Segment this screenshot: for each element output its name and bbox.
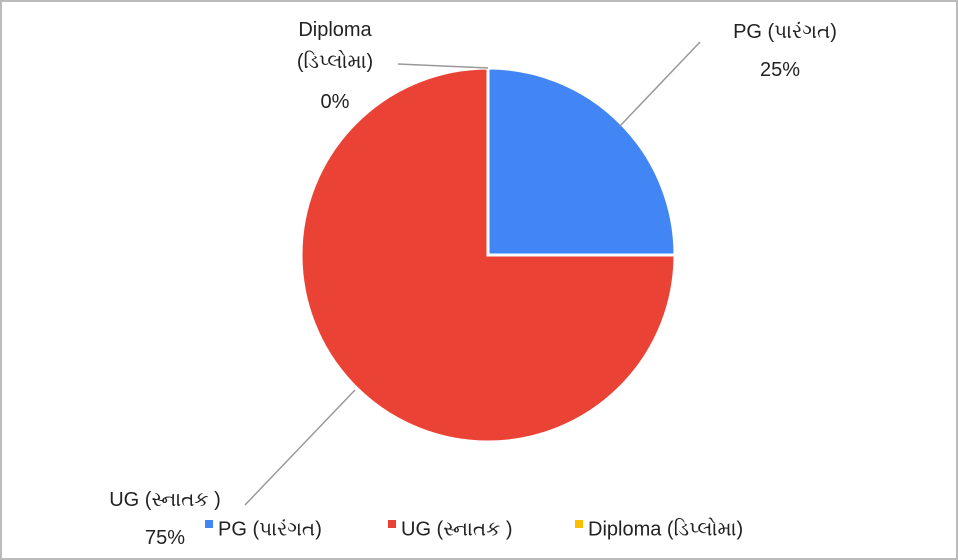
legend-swatch (205, 520, 213, 528)
slice-value-label: 0% (320, 91, 350, 113)
pie-slice (486, 66, 677, 257)
slice-value-label: 75% (144, 527, 186, 549)
legend-swatch (388, 520, 396, 528)
leader-line (619, 41, 701, 127)
legend-label: PG (પારંગત) (218, 518, 322, 540)
legend-label: UG (સ્નાતક ) (401, 518, 513, 540)
legend-swatch (575, 520, 583, 528)
leader-line (397, 63, 489, 69)
slice-value-label: 25% (759, 59, 801, 81)
legend-label: Diploma (ડિપ્લોમા) (588, 517, 743, 540)
slice-label: Diploma (ડિપ્લોમા) (296, 19, 374, 73)
slice-label: PG (પારંગત) (733, 21, 837, 43)
slice-label: UG (સ્નાતક ) (109, 489, 221, 511)
leader-line (244, 389, 356, 506)
